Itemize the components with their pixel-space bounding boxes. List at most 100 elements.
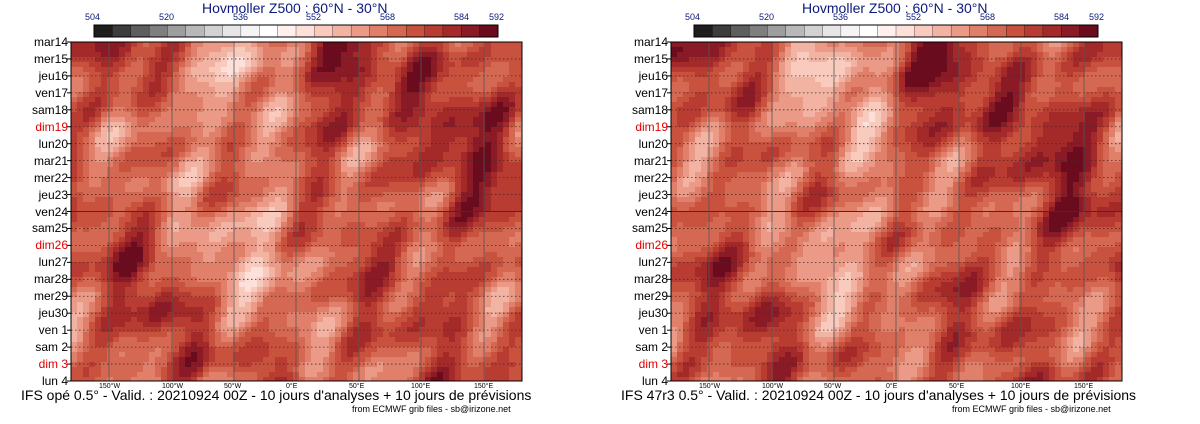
heatmap-cell bbox=[461, 297, 467, 302]
heatmap-cell bbox=[119, 197, 125, 202]
heatmap-cell bbox=[407, 47, 413, 52]
heatmap-cell bbox=[101, 267, 107, 272]
heatmap-cell bbox=[485, 287, 491, 292]
heatmap-cell bbox=[275, 352, 281, 357]
heatmap-cell bbox=[251, 42, 257, 47]
heatmap-cell bbox=[227, 332, 233, 337]
heatmap-cell bbox=[485, 57, 491, 62]
heatmap-cell bbox=[281, 42, 287, 47]
heatmap-cell bbox=[185, 247, 191, 252]
heatmap-cell bbox=[95, 212, 101, 217]
heatmap-cell bbox=[317, 167, 323, 172]
heatmap-cell bbox=[473, 182, 479, 187]
heatmap-cell bbox=[179, 82, 185, 87]
heatmap-cell bbox=[137, 327, 143, 332]
heatmap-cell bbox=[155, 87, 161, 92]
heatmap-cell bbox=[95, 182, 101, 187]
heatmap-cell bbox=[239, 357, 245, 362]
heatmap-cell bbox=[83, 197, 89, 202]
heatmap-cell bbox=[155, 312, 161, 317]
heatmap-cell bbox=[455, 162, 461, 167]
heatmap-cell bbox=[269, 292, 275, 297]
heatmap-cell bbox=[371, 212, 377, 217]
heatmap-cell bbox=[227, 112, 233, 117]
heatmap-cell bbox=[401, 147, 407, 152]
heatmap-cell bbox=[455, 317, 461, 322]
heatmap-cell bbox=[233, 162, 239, 167]
heatmap-cell bbox=[281, 167, 287, 172]
heatmap-cell bbox=[305, 82, 311, 87]
heatmap-cell bbox=[425, 117, 431, 122]
heatmap-cell bbox=[341, 347, 347, 352]
heatmap-cell bbox=[365, 307, 371, 312]
heatmap-cell bbox=[377, 82, 383, 87]
heatmap-cell bbox=[245, 222, 251, 227]
heatmap-cell bbox=[515, 352, 521, 357]
heatmap-cell bbox=[275, 167, 281, 172]
heatmap-cell bbox=[365, 322, 371, 327]
heatmap-cell bbox=[71, 302, 77, 307]
heatmap-cell bbox=[155, 237, 161, 242]
heatmap-cell bbox=[113, 347, 119, 352]
heatmap-cell bbox=[359, 107, 365, 112]
heatmap-cell bbox=[431, 102, 437, 107]
heatmap-cell bbox=[503, 92, 509, 97]
heatmap-cell bbox=[131, 367, 137, 372]
heatmap-cell bbox=[509, 222, 515, 227]
heatmap-cell bbox=[311, 267, 317, 272]
heatmap-cell bbox=[215, 357, 221, 362]
heatmap-cell bbox=[101, 317, 107, 322]
heatmap-cell bbox=[503, 312, 509, 317]
heatmap-cell bbox=[485, 112, 491, 117]
heatmap-cell bbox=[89, 42, 95, 47]
heatmap-cell bbox=[239, 42, 245, 47]
heatmap-cell bbox=[143, 312, 149, 317]
heatmap-cell bbox=[83, 187, 89, 192]
heatmap-cell bbox=[197, 337, 203, 342]
heatmap-cell bbox=[389, 67, 395, 72]
heatmap-cell bbox=[251, 322, 257, 327]
heatmap-cell bbox=[185, 132, 191, 137]
heatmap-cell bbox=[515, 322, 521, 327]
heatmap-cell bbox=[71, 117, 77, 122]
heatmap-cell bbox=[443, 167, 449, 172]
heatmap-cell bbox=[227, 157, 233, 162]
heatmap-cell bbox=[239, 207, 245, 212]
heatmap-cell bbox=[89, 127, 95, 132]
heatmap-cell bbox=[323, 257, 329, 262]
heatmap-cell bbox=[299, 142, 305, 147]
heatmap-cell bbox=[239, 197, 245, 202]
heatmap-cell bbox=[455, 217, 461, 222]
heatmap-cell bbox=[509, 42, 515, 47]
heatmap-cell bbox=[383, 77, 389, 82]
heatmap-cell bbox=[509, 347, 515, 352]
heatmap-cell bbox=[155, 262, 161, 267]
heatmap-cell bbox=[227, 322, 233, 327]
heatmap-cell bbox=[89, 367, 95, 372]
heatmap-cell bbox=[161, 42, 167, 47]
heatmap-cell bbox=[143, 297, 149, 302]
heatmap-cell bbox=[71, 342, 77, 347]
heatmap-cell bbox=[269, 212, 275, 217]
heatmap-cell bbox=[221, 147, 227, 152]
heatmap-cell bbox=[245, 272, 251, 277]
heatmap-cell bbox=[443, 242, 449, 247]
heatmap-cell bbox=[395, 142, 401, 147]
heatmap-cell bbox=[335, 292, 341, 297]
heatmap-cell bbox=[347, 287, 353, 292]
heatmap-cell bbox=[275, 362, 281, 367]
heatmap-cell bbox=[269, 152, 275, 157]
heatmap-cell bbox=[113, 97, 119, 102]
heatmap-cell bbox=[479, 222, 485, 227]
heatmap-cell bbox=[209, 172, 215, 177]
heatmap-cell bbox=[257, 172, 263, 177]
heatmap-cell bbox=[287, 347, 293, 352]
heatmap-cell bbox=[317, 212, 323, 217]
heatmap-cell bbox=[125, 282, 131, 287]
heatmap-cell bbox=[509, 332, 515, 337]
heatmap-cell bbox=[353, 362, 359, 367]
heatmap-cell bbox=[491, 142, 497, 147]
heatmap-cell bbox=[323, 57, 329, 62]
heatmap-cell bbox=[473, 342, 479, 347]
heatmap-cell bbox=[377, 232, 383, 237]
